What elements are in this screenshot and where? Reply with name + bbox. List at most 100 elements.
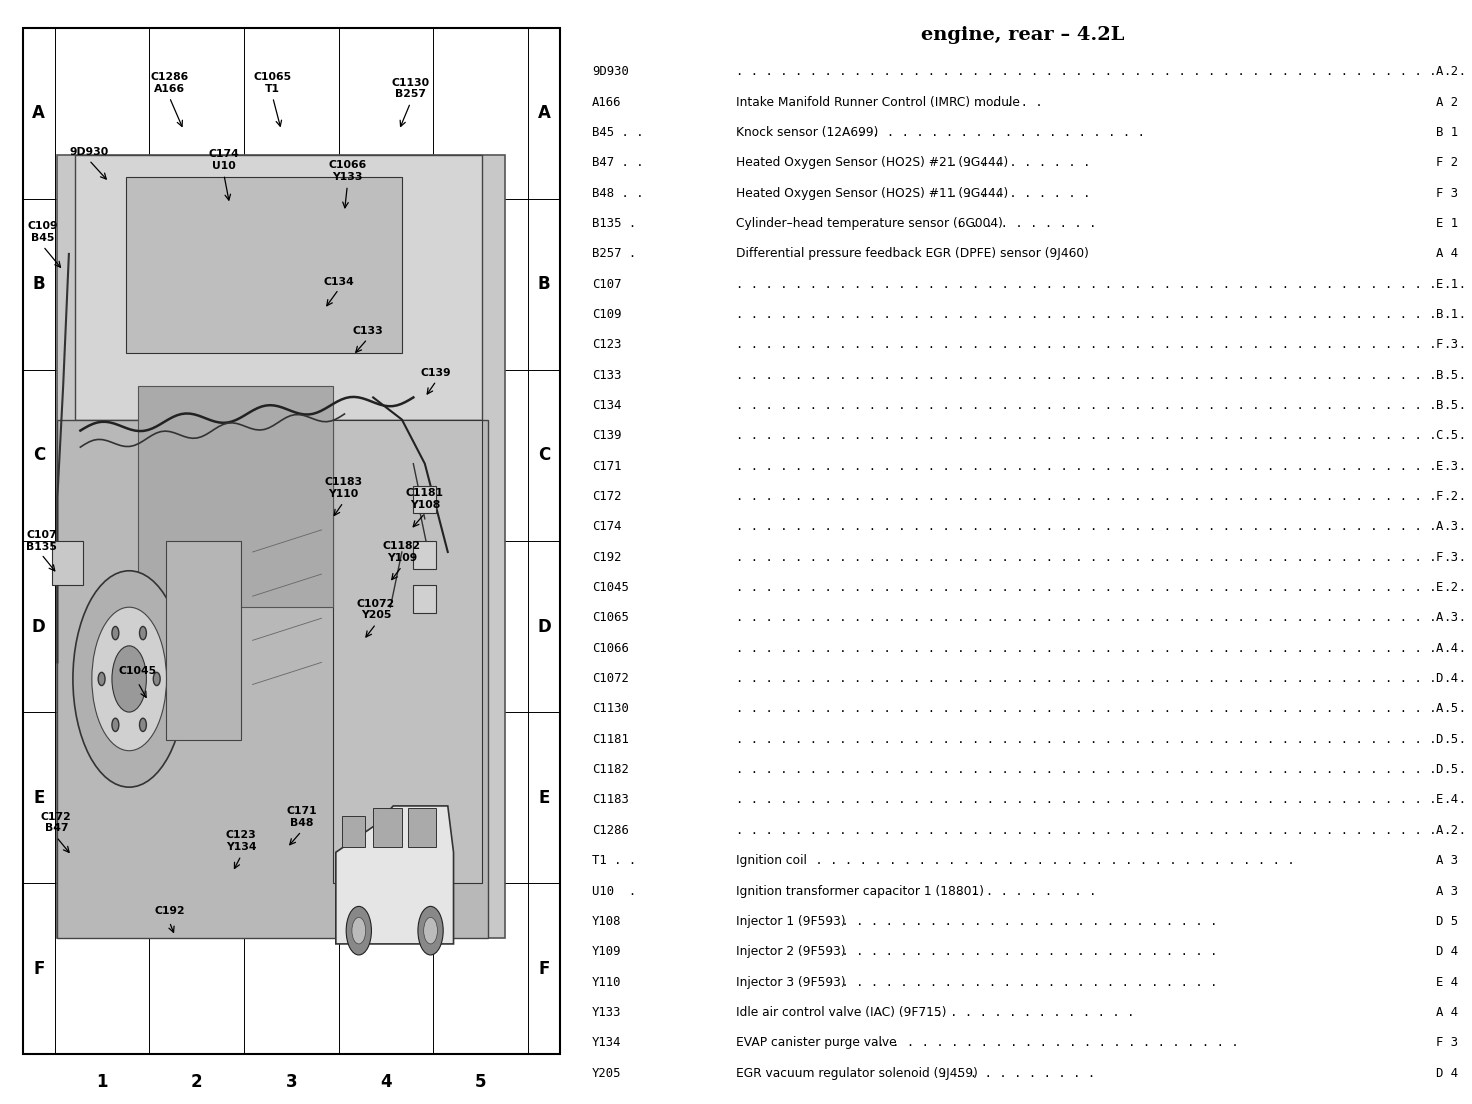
Text: A: A	[537, 104, 551, 123]
Bar	[414, 541, 436, 569]
Text: . . . . . . . . . . . . . . . . . . . . . . . . . . . . . . . . . . . . . . . . : . . . . . . . . . . . . . . . . . . . . …	[736, 65, 1472, 78]
Text: F: F	[539, 959, 549, 978]
Circle shape	[424, 917, 437, 944]
Text: C107: C107	[592, 278, 621, 290]
Text: C1181
Y108: C1181 Y108	[406, 488, 445, 510]
Text: A 2: A 2	[1437, 824, 1459, 837]
Text: A 4: A 4	[1437, 247, 1459, 261]
Polygon shape	[138, 386, 333, 607]
Text: A 3: A 3	[1437, 520, 1459, 533]
Text: C1045: C1045	[592, 581, 629, 594]
Bar	[414, 486, 436, 513]
Circle shape	[346, 906, 371, 955]
Text: E 3: E 3	[1437, 459, 1459, 473]
Text: 4: 4	[380, 1073, 392, 1091]
Polygon shape	[57, 420, 489, 938]
Text: F 2: F 2	[1437, 490, 1459, 503]
Text: . . . . . . . . . . . . . . . . . . . . . . . . . . . . . . . . . . . . . . . . : . . . . . . . . . . . . . . . . . . . . …	[736, 429, 1472, 443]
Text: . . . . . . . . . . . . . . . . . . . . . . . . . . . . . . . . . . . . . . . . : . . . . . . . . . . . . . . . . . . . . …	[736, 702, 1472, 715]
Text: 2: 2	[191, 1073, 203, 1091]
Text: Y109: Y109	[592, 945, 621, 958]
Text: D 4: D 4	[1437, 1066, 1459, 1080]
Text: 1: 1	[96, 1073, 107, 1091]
Text: E 2: E 2	[1437, 581, 1459, 594]
Text: . . . . . . . . . . . . . . . . . . . . . . . . . . . . . . . . . . . . . . . . : . . . . . . . . . . . . . . . . . . . . …	[736, 278, 1472, 290]
Text: C1182: C1182	[592, 763, 629, 776]
Text: C109: C109	[592, 308, 621, 321]
Text: F 3: F 3	[1437, 338, 1459, 351]
Text: Y133: Y133	[592, 1006, 621, 1019]
Text: Heated Oxygen Sensor (HO2S) #11 (9G444): Heated Oxygen Sensor (HO2S) #11 (9G444)	[736, 187, 1008, 200]
Text: C107
B135: C107 B135	[26, 530, 57, 552]
Text: C1130: C1130	[592, 702, 629, 715]
Text: . . . . . . . . . . . . . . . . . . . . . . . . . . . . . . . . . . . . . . . . : . . . . . . . . . . . . . . . . . . . . …	[736, 824, 1472, 837]
Text: . . . . . . . . . . . . . .: . . . . . . . . . . . . . .	[927, 1006, 1135, 1019]
Text: Cylinder–head temperature sensor (6G004): Cylinder–head temperature sensor (6G004)	[736, 217, 1002, 230]
Bar	[342, 816, 365, 847]
Text: Heated Oxygen Sensor (HO2S) #21 (9G444): Heated Oxygen Sensor (HO2S) #21 (9G444)	[736, 157, 1008, 169]
Text: . . . . . . . . . . . . . . . . . . . . . . . . . . . . . . . . . . . . . . . . : . . . . . . . . . . . . . . . . . . . . …	[736, 520, 1472, 533]
Circle shape	[91, 607, 166, 751]
Text: E: E	[539, 788, 549, 807]
Text: E 1: E 1	[1437, 217, 1459, 230]
Text: C1182
Y109: C1182 Y109	[383, 541, 421, 563]
Text: T1 . .: T1 . .	[592, 854, 636, 867]
Circle shape	[418, 906, 443, 955]
Text: . . . . . . . . . . . . . . . . . . . . . . . . . . . . . . . . . . . . . . . . : . . . . . . . . . . . . . . . . . . . . …	[736, 763, 1472, 776]
Text: C1066: C1066	[592, 641, 629, 655]
Text: . . . . . . . . . . . . . . . . . . . . . . . . . . . . . . . . . . . . . . . . : . . . . . . . . . . . . . . . . . . . . …	[736, 794, 1472, 807]
Circle shape	[352, 917, 365, 944]
Text: C171: C171	[592, 459, 621, 473]
Text: C1181: C1181	[592, 733, 629, 746]
Text: E 4: E 4	[1437, 794, 1459, 807]
Text: C1183
Y110: C1183 Y110	[324, 477, 362, 499]
Text: C133: C133	[352, 326, 383, 337]
Text: C1045: C1045	[119, 666, 158, 677]
Text: C139: C139	[592, 429, 621, 443]
Text: Ignition transformer capacitor 1 (18801): Ignition transformer capacitor 1 (18801)	[736, 884, 983, 898]
Text: Y205: Y205	[592, 1066, 621, 1080]
Text: . . . . . . . . . . . . . . . . . . . . . . . . . .: . . . . . . . . . . . . . . . . . . . . …	[835, 976, 1217, 988]
Text: C1183: C1183	[592, 794, 629, 807]
Text: 3: 3	[286, 1073, 297, 1091]
Text: . . . . . . . . . . . . . . . . . . . . . . . . . . . . . . . . . . . . . . . . : . . . . . . . . . . . . . . . . . . . . …	[736, 308, 1472, 321]
Text: C192: C192	[155, 905, 184, 916]
Text: Y110: Y110	[592, 976, 621, 988]
Text: C1286: C1286	[592, 824, 629, 837]
Text: . . . . . . . . . .: . . . . . . . . . .	[944, 157, 1091, 169]
Text: D 4: D 4	[1437, 672, 1459, 686]
Text: A: A	[32, 104, 46, 123]
Text: Injector 1 (9F593): Injector 1 (9F593)	[736, 915, 845, 927]
Text: Y108: Y108	[592, 915, 621, 927]
Polygon shape	[336, 806, 453, 944]
Text: . . . . . . . . . . . . . . . . . . . . . . . . . . . . . . . . . . . . . . . . : . . . . . . . . . . . . . . . . . . . . …	[736, 733, 1472, 746]
Text: . . . . . . . . . . . . . . . . . . . . . . . . . . . . . . . . . . . . . . . . : . . . . . . . . . . . . . . . . . . . . …	[736, 672, 1472, 686]
Text: . . . . . . . . . . .: . . . . . . . . . . .	[933, 1066, 1095, 1080]
Text: B: B	[537, 275, 551, 294]
Text: E 1: E 1	[1437, 278, 1459, 290]
Circle shape	[112, 646, 146, 712]
Text: C 5: C 5	[1437, 429, 1459, 443]
Text: Knock sensor (12A699): Knock sensor (12A699)	[736, 126, 879, 139]
Text: Ignition coil: Ignition coil	[736, 854, 807, 867]
Text: A 3: A 3	[1437, 612, 1459, 625]
Text: E 4: E 4	[1437, 976, 1459, 988]
Text: C123
Y134: C123 Y134	[225, 830, 256, 852]
Text: C134: C134	[592, 399, 621, 412]
Text: Y134: Y134	[592, 1037, 621, 1049]
Text: . . . . . . . . . . . . . . . . . . . . . . . . . . . . . . . . . . . . . . . . : . . . . . . . . . . . . . . . . . . . . …	[736, 641, 1472, 655]
Text: . . . . . . . . . . . . . . . . . . . . . . . . . . . . . . . . .: . . . . . . . . . . . . . . . . . . . . …	[808, 854, 1295, 867]
Polygon shape	[166, 541, 241, 740]
Text: C123: C123	[592, 338, 621, 351]
Text: B257 .: B257 .	[592, 247, 636, 261]
Text: C174: C174	[592, 520, 621, 533]
Polygon shape	[57, 155, 505, 938]
Text: EGR vacuum regulator solenoid (9J459): EGR vacuum regulator solenoid (9J459)	[736, 1066, 977, 1080]
Text: . . . . . . . . . . . . . . . . . . . .: . . . . . . . . . . . . . . . . . . . .	[849, 126, 1145, 139]
Text: Injector 3 (9F593): Injector 3 (9F593)	[736, 976, 845, 988]
Text: U10  .: U10 .	[592, 884, 636, 898]
Text: Intake Manifold Runner Control (IMRC) module: Intake Manifold Runner Control (IMRC) mo…	[736, 96, 1020, 108]
Text: 5: 5	[475, 1073, 487, 1091]
Text: B45 . .: B45 . .	[592, 126, 643, 139]
Bar	[374, 808, 402, 847]
